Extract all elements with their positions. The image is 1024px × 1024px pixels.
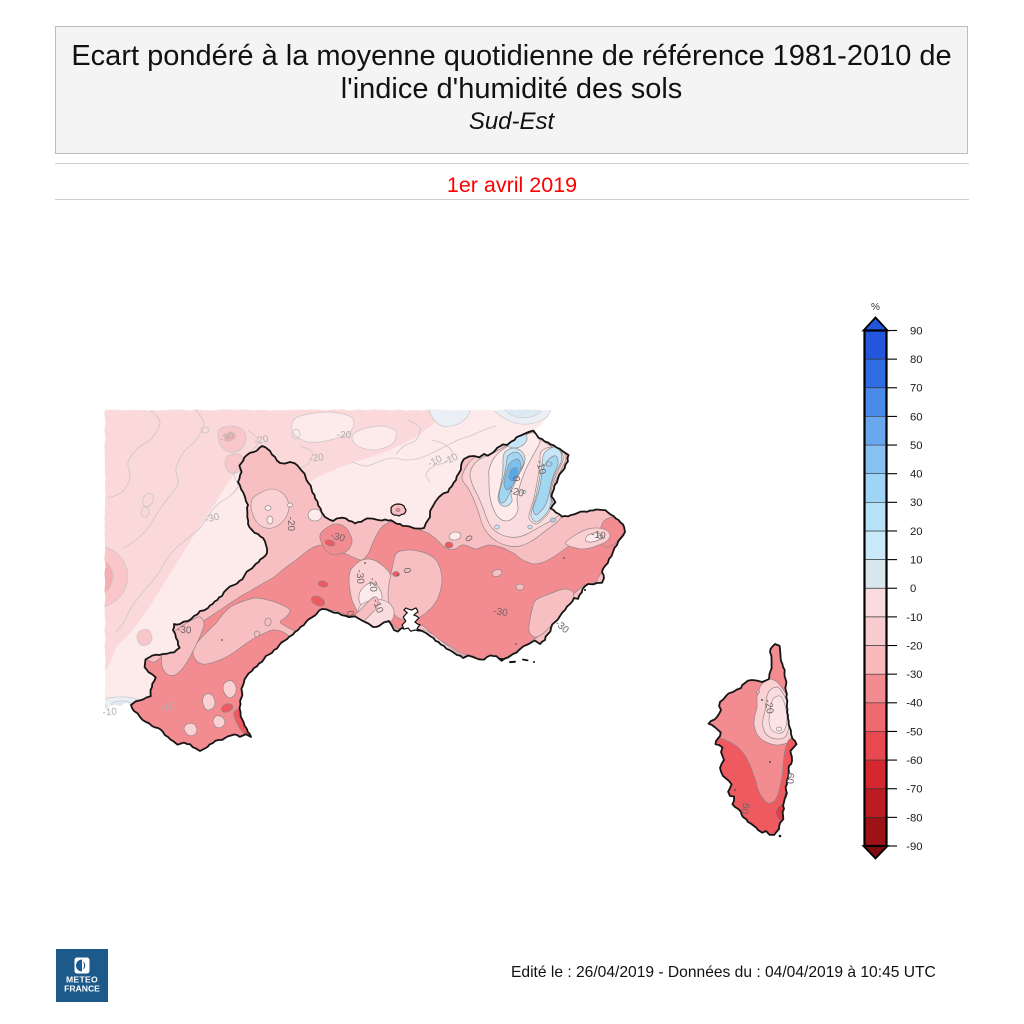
svg-text:-10: -10 bbox=[370, 597, 385, 615]
svg-text:80: 80 bbox=[910, 354, 923, 366]
svg-text:-20: -20 bbox=[253, 434, 270, 448]
svg-text:60: 60 bbox=[910, 411, 923, 423]
svg-text:-40: -40 bbox=[906, 698, 922, 710]
svg-text:70: 70 bbox=[910, 383, 923, 395]
svg-text:0: 0 bbox=[910, 583, 916, 595]
svg-text:0: 0 bbox=[510, 476, 521, 483]
svg-text:METEO: METEO bbox=[66, 975, 98, 985]
svg-text:60: 60 bbox=[783, 772, 795, 784]
svg-text:40: 40 bbox=[910, 469, 923, 481]
svg-text:-20: -20 bbox=[309, 452, 325, 465]
svg-text:-20: -20 bbox=[285, 516, 297, 531]
svg-text:20: 20 bbox=[910, 526, 923, 538]
svg-text:-20: -20 bbox=[762, 698, 775, 715]
svg-text:-90: -90 bbox=[906, 841, 922, 853]
svg-text:FRANCE: FRANCE bbox=[64, 984, 100, 994]
svg-text:-30: -30 bbox=[204, 511, 221, 525]
svg-text:0: 0 bbox=[401, 567, 413, 575]
svg-text:0: 0 bbox=[462, 534, 475, 545]
svg-text:-60: -60 bbox=[906, 755, 922, 767]
svg-text:-20: -20 bbox=[366, 577, 378, 593]
svg-text:-10: -10 bbox=[533, 459, 547, 476]
svg-text:90: 90 bbox=[910, 325, 923, 337]
svg-text:-70: -70 bbox=[906, 784, 922, 796]
svg-text:%: % bbox=[871, 302, 880, 313]
svg-text:-10: -10 bbox=[906, 612, 922, 624]
svg-text:50: 50 bbox=[910, 440, 923, 452]
svg-text:50: 50 bbox=[738, 802, 751, 815]
svg-text:-20: -20 bbox=[906, 640, 922, 652]
svg-text:10: 10 bbox=[910, 555, 923, 567]
svg-text:-30: -30 bbox=[353, 569, 365, 585]
svg-text:-30: -30 bbox=[906, 669, 922, 681]
svg-text:-30: -30 bbox=[218, 430, 236, 445]
svg-text:-30: -30 bbox=[492, 606, 509, 619]
svg-text:-10: -10 bbox=[159, 701, 176, 714]
svg-text:-30: -30 bbox=[329, 530, 346, 544]
svg-text:-30: -30 bbox=[177, 624, 193, 636]
svg-text:-50: -50 bbox=[906, 726, 922, 738]
svg-text:-80: -80 bbox=[906, 812, 922, 824]
svg-text:-20: -20 bbox=[508, 485, 525, 499]
svg-text:-10: -10 bbox=[102, 706, 118, 718]
svg-text:30: 30 bbox=[910, 497, 923, 509]
svg-text:0: 0 bbox=[344, 610, 356, 618]
svg-text:-10: -10 bbox=[590, 529, 606, 542]
svg-text:-20: -20 bbox=[337, 430, 352, 441]
